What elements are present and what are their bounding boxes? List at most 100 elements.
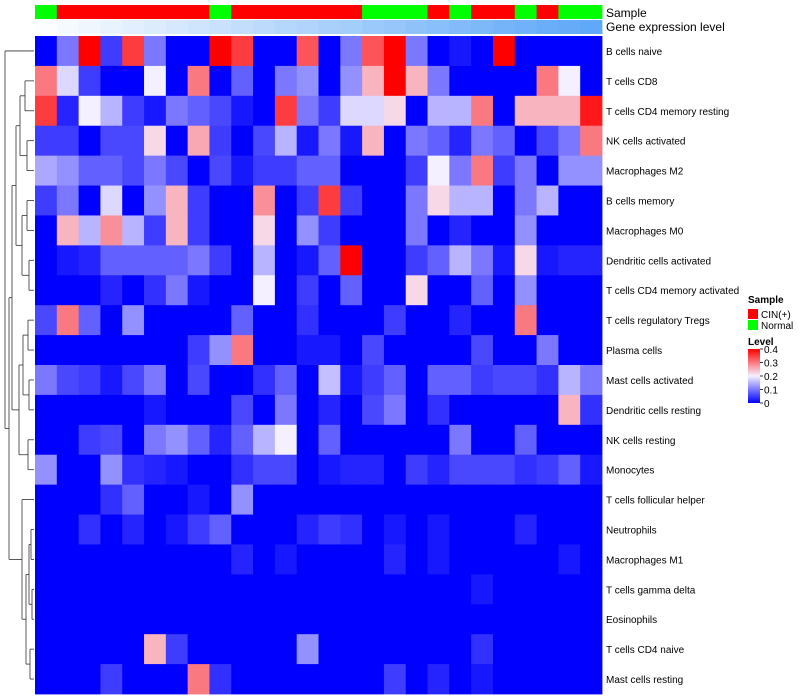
heatmap-cell bbox=[514, 95, 537, 127]
heatmap-cell bbox=[231, 215, 254, 246]
heatmap-cell bbox=[492, 335, 516, 366]
heatmap-cell bbox=[427, 454, 450, 486]
heatmap-cell bbox=[35, 394, 58, 426]
heatmap-cell bbox=[231, 664, 254, 695]
heatmap-cell bbox=[318, 215, 341, 246]
heatmap-cell bbox=[340, 245, 363, 276]
heatmap-cell bbox=[405, 574, 428, 605]
heatmap-cell bbox=[209, 335, 232, 366]
heatmap-cell bbox=[253, 275, 276, 306]
heatmap-cell bbox=[318, 634, 341, 665]
heatmap-cell bbox=[122, 185, 145, 216]
heatmap-cell bbox=[122, 215, 145, 246]
heatmap-cell bbox=[78, 544, 101, 575]
heatmap-cell bbox=[100, 155, 123, 186]
heatmap-cell bbox=[514, 185, 537, 216]
heatmap-cell bbox=[231, 604, 254, 635]
heatmap-cell bbox=[35, 215, 58, 246]
heatmap-cell bbox=[558, 155, 581, 186]
heatmap-cell bbox=[122, 275, 145, 306]
sample-cell bbox=[449, 5, 472, 19]
heatmap-cell bbox=[296, 484, 319, 515]
heatmap-cell bbox=[427, 125, 450, 157]
heatmap-cell bbox=[340, 514, 363, 545]
heatmap-cell bbox=[35, 335, 58, 366]
heatmap-cell bbox=[56, 365, 80, 396]
heatmap-cell bbox=[449, 95, 472, 127]
heatmap-cell bbox=[78, 604, 101, 635]
heatmap-cell bbox=[383, 36, 407, 67]
heatmap-cell bbox=[187, 394, 210, 426]
heatmap-cell bbox=[296, 95, 319, 127]
heatmap-cell bbox=[449, 424, 472, 456]
heatmap-cell bbox=[514, 215, 537, 246]
heatmap-cell bbox=[187, 664, 210, 695]
heatmap-cell bbox=[165, 454, 189, 486]
heatmap-cell bbox=[514, 245, 537, 276]
heatmap-cell bbox=[427, 305, 450, 336]
heatmap-cell bbox=[318, 275, 341, 306]
heatmap-cell bbox=[558, 275, 581, 306]
heatmap-cell bbox=[296, 604, 319, 635]
heatmap-cell bbox=[144, 305, 167, 336]
expression-cell bbox=[514, 20, 537, 34]
row-label: Dendritic cells resting bbox=[606, 406, 701, 417]
heatmap-cell bbox=[56, 65, 80, 97]
heatmap-cell bbox=[340, 335, 363, 366]
heatmap-cell bbox=[383, 634, 407, 665]
heatmap-cell bbox=[362, 155, 385, 186]
heatmap-cell bbox=[318, 335, 341, 366]
heatmap-cell bbox=[536, 574, 559, 605]
row-label: Dendritic cells activated bbox=[606, 256, 711, 267]
row-label: NK cells resting bbox=[606, 436, 675, 447]
heatmap-cell bbox=[514, 36, 537, 67]
heatmap-cell bbox=[362, 245, 385, 276]
heatmap-cell bbox=[449, 604, 472, 635]
heatmap-cell bbox=[165, 36, 189, 67]
heatmap-cell bbox=[340, 574, 363, 605]
heatmap-cell bbox=[471, 544, 494, 575]
heatmap-cell bbox=[187, 634, 210, 665]
heatmap-cell bbox=[122, 634, 145, 665]
heatmap-cell bbox=[100, 394, 123, 426]
heatmap-cell bbox=[100, 215, 123, 246]
heatmap-cell bbox=[427, 634, 450, 665]
heatmap-cell bbox=[56, 634, 80, 665]
heatmap-cell bbox=[56, 484, 80, 515]
heatmap-cell bbox=[558, 484, 581, 515]
heatmap-cell bbox=[405, 424, 428, 456]
heatmap-cell bbox=[536, 215, 559, 246]
heatmap-cell bbox=[492, 394, 516, 426]
expression-cell bbox=[580, 20, 603, 34]
heatmap-cell bbox=[405, 604, 428, 635]
heatmap-cell bbox=[296, 394, 319, 426]
heatmap-cell bbox=[580, 544, 603, 575]
heatmap-cell bbox=[449, 335, 472, 366]
heatmap-cell bbox=[78, 454, 101, 486]
heatmap-cell bbox=[492, 454, 516, 486]
heatmap-cell bbox=[231, 514, 254, 545]
heatmap-cell bbox=[471, 65, 494, 97]
heatmap-cell bbox=[383, 365, 407, 396]
heatmap-cell bbox=[274, 514, 298, 545]
heatmap-cell bbox=[296, 454, 319, 486]
heatmap-cell bbox=[253, 484, 276, 515]
sample-cell bbox=[558, 5, 581, 19]
heatmap-cell bbox=[558, 215, 581, 246]
heatmap-cell bbox=[209, 394, 232, 426]
heatmap-cell bbox=[558, 36, 581, 67]
expression-cell bbox=[340, 20, 363, 34]
heatmap-cell bbox=[536, 185, 559, 216]
heatmap-cell bbox=[514, 544, 537, 575]
heatmap-cell bbox=[492, 65, 516, 97]
heatmap-cell bbox=[209, 634, 232, 665]
heatmap-cell bbox=[514, 305, 537, 336]
expression-cell bbox=[122, 20, 145, 34]
heatmap-cell bbox=[514, 664, 537, 695]
heatmap-cell bbox=[253, 305, 276, 336]
heatmap-cell bbox=[449, 125, 472, 157]
heatmap-cell bbox=[492, 424, 516, 456]
heatmap-cell bbox=[340, 634, 363, 665]
heatmap-cell bbox=[78, 305, 101, 336]
heatmap-cell bbox=[231, 424, 254, 456]
